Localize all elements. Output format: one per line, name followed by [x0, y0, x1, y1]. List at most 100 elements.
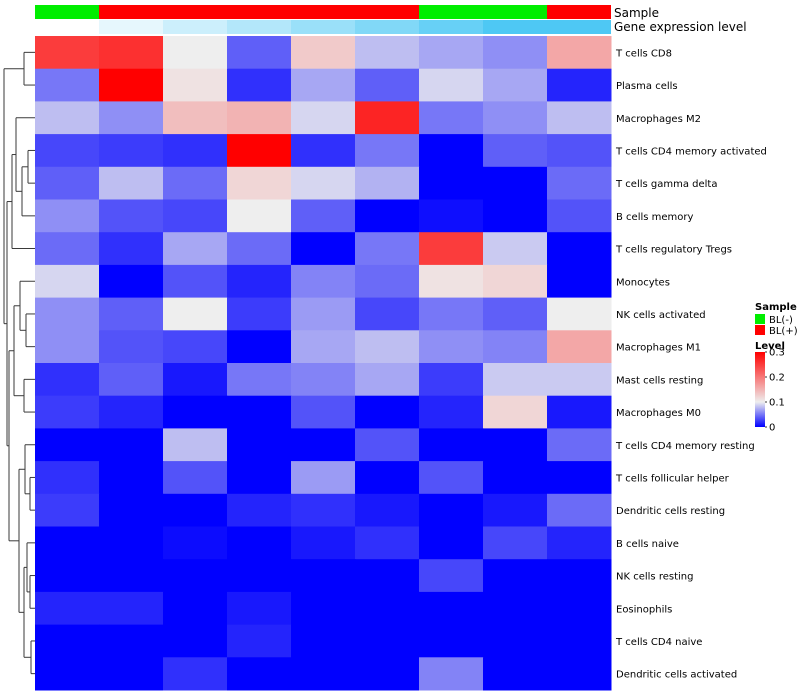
heatmap-cell — [227, 493, 292, 527]
heatmap-cell — [419, 559, 484, 593]
heatmap-cell — [547, 363, 612, 397]
heatmap-cell — [355, 624, 420, 658]
heatmap-cell — [547, 624, 612, 658]
heatmap-cell — [99, 363, 164, 397]
expression-annotation-cell — [35, 20, 99, 34]
heatmap-cell — [35, 395, 100, 429]
heatmap-cell — [163, 101, 228, 135]
heatmap-cell — [291, 591, 356, 626]
heatmap-cell — [547, 395, 612, 429]
heatmap-cell — [483, 232, 548, 266]
level-tick-label: 0.3 — [769, 348, 785, 359]
level-colorbar — [755, 352, 765, 427]
row-label: Dendritic cells activated — [616, 670, 737, 681]
heatmap-cell — [291, 559, 356, 593]
heatmap-cell — [483, 166, 548, 200]
heatmap-cell — [419, 526, 484, 560]
heatmap-cell — [99, 493, 164, 527]
heatmap-cell — [35, 526, 100, 560]
sample-annotation-cell — [483, 5, 547, 19]
row-label: NK cells resting — [616, 572, 693, 583]
heatmap-cell — [355, 264, 420, 299]
heatmap-cell — [99, 68, 164, 102]
row-label: Monocytes — [616, 277, 670, 288]
heatmap-cell — [483, 36, 548, 70]
expression-annotation-cell — [483, 20, 547, 34]
legend-swatch — [755, 314, 765, 324]
heatmap-cell — [291, 68, 356, 102]
heatmap-cell — [99, 134, 164, 168]
heatmap-cell — [355, 134, 420, 168]
heatmap-cell — [163, 68, 228, 102]
heatmap-cell — [483, 264, 548, 299]
row-labels: T cells CD8 Plasma cells Macrophages M2 T c… — [615, 48, 767, 680]
heatmap-cell — [35, 297, 100, 331]
heatmap-cell — [483, 559, 548, 593]
heatmap-cell — [419, 166, 484, 200]
sample-annotation-label: Sample — [614, 6, 659, 20]
heatmap-cell — [227, 199, 292, 233]
heatmap-cell — [163, 461, 228, 495]
heatmap-cell — [291, 428, 356, 462]
heatmap-cell — [355, 68, 420, 102]
level-tick-label: 0 — [769, 423, 775, 434]
row-label: T cells gamma delta — [615, 179, 717, 190]
heatmap-cells — [35, 36, 612, 691]
heatmap-cell — [355, 363, 420, 397]
heatmap-cell — [99, 591, 164, 626]
heatmap-cell — [419, 134, 484, 168]
row-label: T cells CD4 naive — [615, 637, 702, 648]
heatmap-cell — [163, 363, 228, 397]
heatmap-cell — [227, 395, 292, 429]
expression-annotation-cell — [291, 20, 355, 34]
heatmap-cell — [227, 591, 292, 626]
heatmap-cell — [547, 330, 612, 364]
heatmap-cell — [291, 264, 356, 299]
heatmap-cell — [291, 657, 356, 691]
heatmap-cell — [35, 493, 100, 527]
heatmap-cell — [227, 232, 292, 266]
heatmap-cell — [163, 493, 228, 527]
heatmap-cell — [35, 330, 100, 364]
sample-annotation-cell — [547, 5, 611, 19]
row-label: Eosinophils — [616, 604, 672, 615]
heatmap-cell — [419, 199, 484, 233]
heatmap-cell — [547, 559, 612, 593]
heatmap-cell — [99, 395, 164, 429]
heatmap-cell — [35, 68, 100, 102]
row-label: Macrophages M2 — [616, 114, 701, 125]
heatmap-cell — [547, 461, 612, 495]
heatmap-cell — [227, 559, 292, 593]
heatmap-cell — [163, 624, 228, 658]
heatmap-cell — [483, 101, 548, 135]
heatmap-cell — [419, 591, 484, 626]
heatmap-cell — [35, 624, 100, 658]
heatmap-cell — [547, 428, 612, 462]
heatmap-cell — [547, 166, 612, 200]
heatmap-cell — [355, 526, 420, 560]
heatmap-cell — [163, 232, 228, 266]
heatmap-cell — [227, 264, 292, 299]
heatmap-cell — [419, 657, 484, 691]
heatmap-cell — [99, 264, 164, 299]
heatmap-cell — [163, 297, 228, 331]
heatmap-cell — [291, 134, 356, 168]
heatmap-cell — [355, 657, 420, 691]
heatmap-cell — [419, 101, 484, 135]
column-annotations: Sample Gene expression level — [35, 5, 747, 34]
expression-annotation-cell — [419, 20, 483, 34]
heatmap-cell — [419, 297, 484, 331]
heatmap-cell — [227, 166, 292, 200]
heatmap-cell — [355, 297, 420, 331]
heatmap-cell — [291, 166, 356, 200]
heatmap-cell — [227, 461, 292, 495]
heatmap-cell — [355, 36, 420, 70]
heatmap-cell — [547, 199, 612, 233]
expression-annotation-label: Gene expression level — [614, 20, 747, 34]
heatmap-cell — [291, 232, 356, 266]
row-dendrogram — [3, 51, 35, 675]
row-label: T cells CD4 memory resting — [615, 441, 755, 452]
heatmap-cell — [547, 297, 612, 331]
heatmap-cell — [355, 493, 420, 527]
